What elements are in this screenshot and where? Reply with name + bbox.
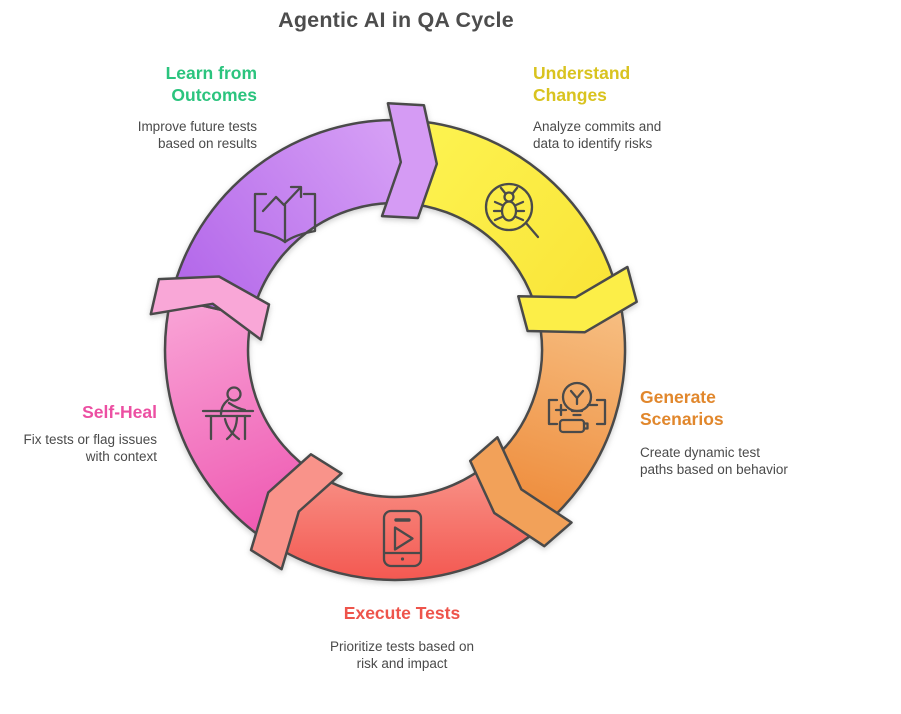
lightbulb-generator-icon [547,381,607,434]
step-heading: Learn from Outcomes [165,63,257,105]
phone-play-icon [382,509,423,568]
step-heading: Understand Changes [533,63,631,105]
step-description: Analyze commits and data to identify risk… [533,119,662,151]
step-heading: Generate Scenarios [640,387,724,429]
step-label-generate-scenarios: Generate Scenarios Create dynamic test pat… [640,386,788,478]
step-label-learn-from-outcomes: Learn from Outcomes Improve future tests b… [138,62,257,152]
person-at-desk-icon [201,386,255,441]
step-description: Improve future tests based on results [137,119,257,151]
step-label-execute-tests: Execute Tests Prioritize tests based on r… [330,602,474,672]
chevron-arrow-red-to-pink-icon [249,453,343,571]
step-label-self-heal: Self-Heal Fix tests or flag issues with c… [23,401,157,465]
step-description: Prioritize tests based on risk and impact [329,639,475,671]
open-book-trend-arrow-icon [253,185,317,244]
chevron-arrow-orange-to-red-icon [468,436,573,548]
step-label-understand-changes: Understand Changes Analyze commits and dat… [533,62,661,152]
chevron-arrow-yellow-to-orange-icon [517,265,638,334]
page-title: Agentic AI in QA Cycle [278,8,514,32]
step-heading: Self-Heal [82,402,157,422]
step-heading: Execute Tests [343,603,461,623]
step-description: Fix tests or flag issues with context [23,432,157,464]
step-description: Create dynamic test paths based on behavi… [640,445,788,477]
chevron-arrow-pink-to-purple-icon [149,275,271,341]
bug-magnifier-icon [484,182,540,239]
chevron-arrow-purple-to-yellow-icon [380,102,439,220]
